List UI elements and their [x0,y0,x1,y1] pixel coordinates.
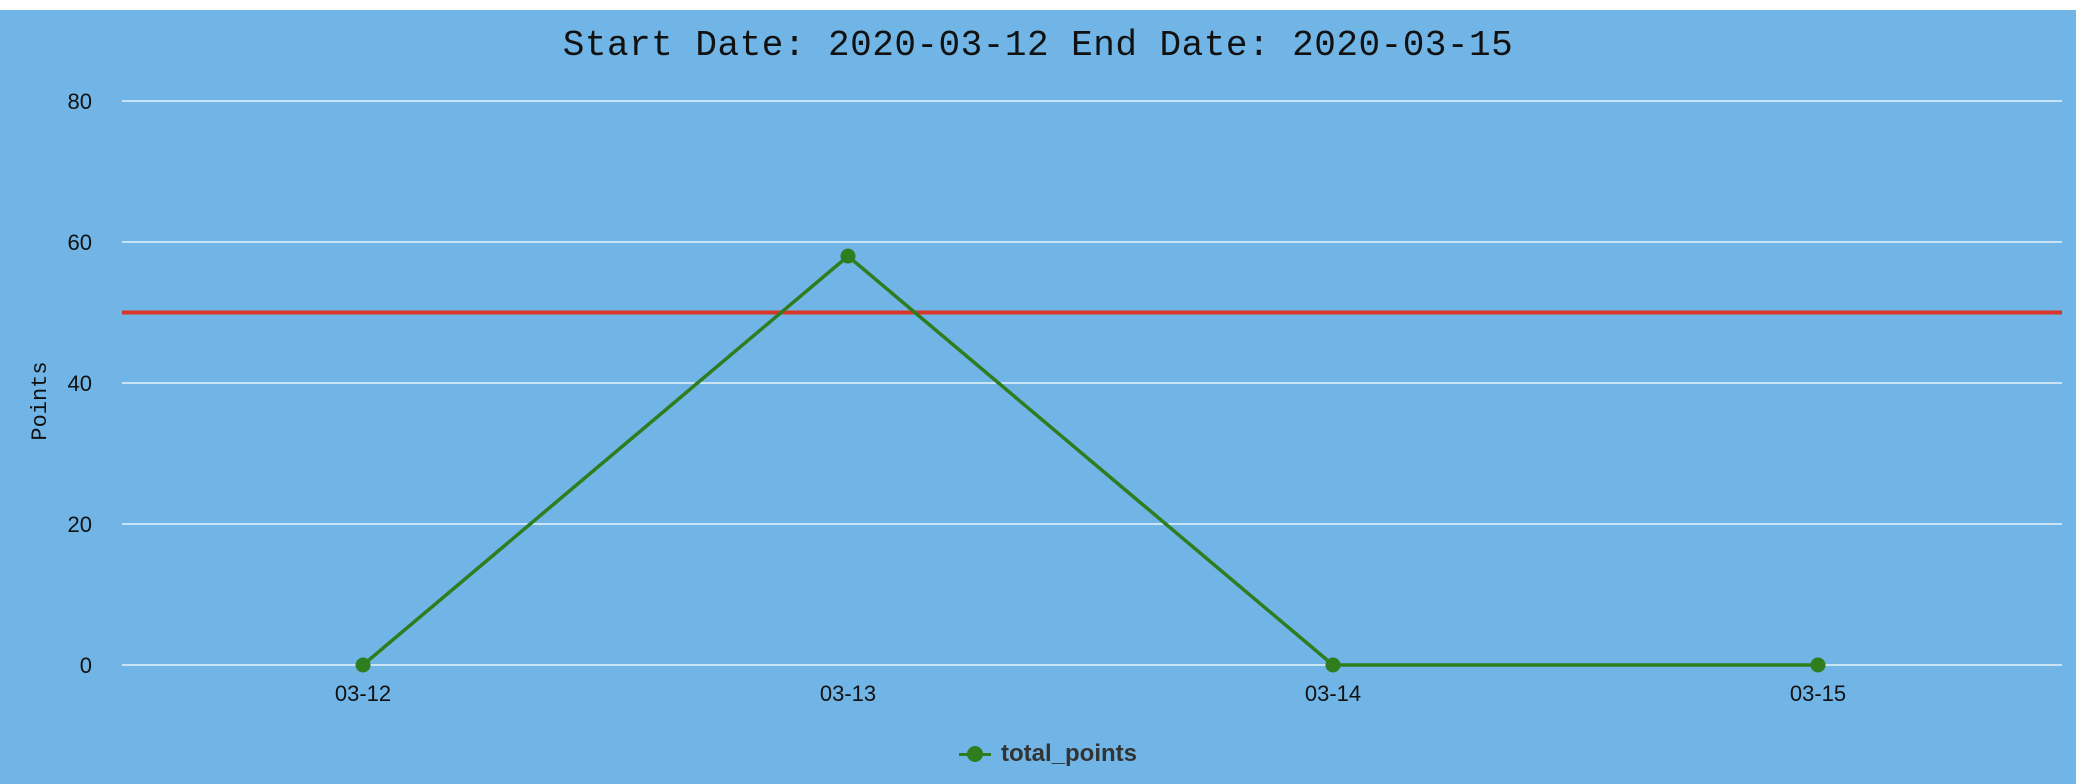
x-tick-label: 03-13 [820,681,876,706]
chart-panel [0,10,2076,784]
x-tick-label: 03-15 [1790,681,1846,706]
data-point[interactable] [1325,657,1341,673]
y-axis-label: Points [28,361,53,440]
chart-title: Start Date: 2020-03-12 End Date: 2020-03… [562,25,1514,66]
data-point[interactable] [840,248,856,264]
y-tick-label: 0 [80,653,92,678]
x-tick-label: 03-12 [335,681,391,706]
y-tick-label: 60 [68,230,92,255]
y-tick-label: 40 [68,371,92,396]
data-point[interactable] [1810,657,1826,673]
legend-marker-icon [959,745,991,763]
legend: total_points [0,740,2076,768]
y-tick-label: 80 [68,89,92,114]
legend-item-total-points[interactable]: total_points [959,740,1137,768]
data-point[interactable] [355,657,371,673]
x-tick-label: 03-14 [1305,681,1361,706]
legend-label: total_points [1001,740,1137,767]
y-tick-label: 20 [68,512,92,537]
series-line [361,254,1818,667]
